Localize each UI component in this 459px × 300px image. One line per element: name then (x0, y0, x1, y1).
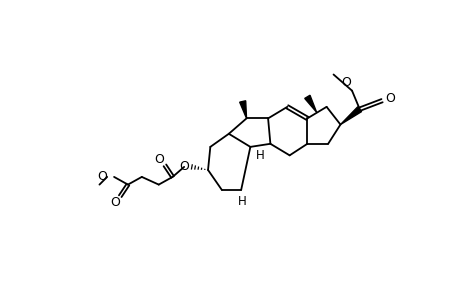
Polygon shape (340, 107, 361, 124)
Text: O: O (384, 92, 394, 105)
Text: O: O (97, 170, 107, 183)
Text: O: O (179, 160, 189, 173)
Text: O: O (111, 196, 120, 209)
Polygon shape (304, 95, 316, 112)
Polygon shape (239, 101, 246, 119)
Text: H: H (237, 195, 246, 208)
Text: H: H (256, 149, 264, 162)
Text: O: O (340, 76, 350, 89)
Text: O: O (154, 153, 164, 166)
